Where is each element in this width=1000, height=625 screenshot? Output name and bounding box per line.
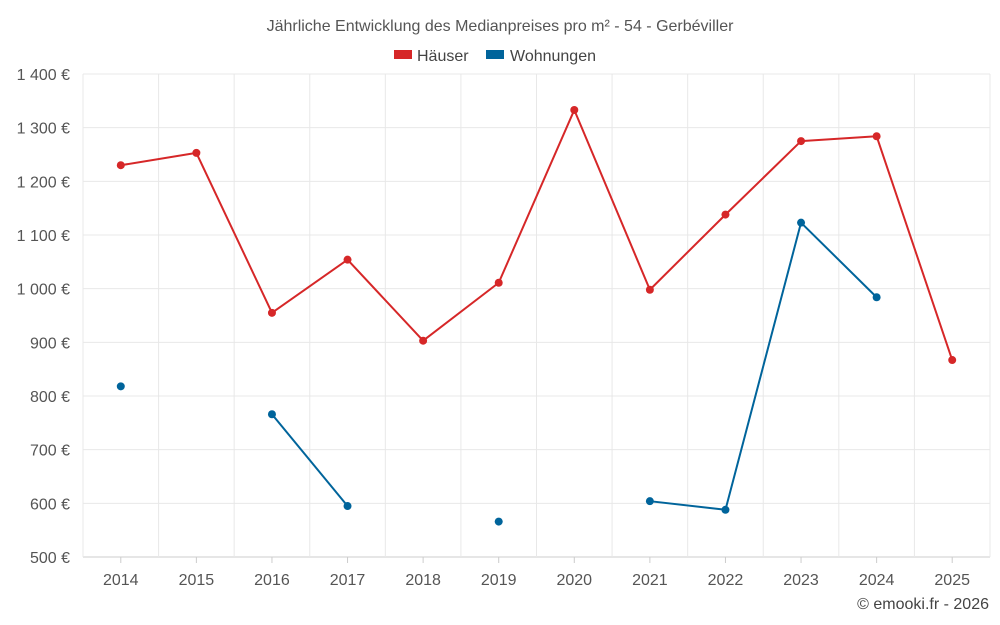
series-0 xyxy=(116,105,957,365)
x-axis: 2014 2015 2016 2017 2018 2019 2020 2021 2022 2023… xyxy=(103,557,970,589)
gridlines xyxy=(82,73,991,558)
data-point[interactable] xyxy=(494,517,503,526)
credit-text: © emooki.fr - 2026 xyxy=(857,596,989,613)
y-tick-label: 600 € xyxy=(30,496,70,513)
y-tick-label: 500 € xyxy=(30,550,70,567)
series-line xyxy=(120,108,954,361)
x-tick-label: 2016 xyxy=(254,572,290,589)
series-layer xyxy=(116,105,957,526)
y-tick-label: 1 000 € xyxy=(17,282,70,299)
x-tick-label: 2014 xyxy=(103,572,139,589)
y-tick-label: 800 € xyxy=(30,389,70,406)
data-point[interactable] xyxy=(267,308,276,317)
x-tick-label: 2021 xyxy=(632,572,668,589)
data-point[interactable] xyxy=(948,356,957,365)
x-tick-label: 2017 xyxy=(330,572,366,589)
x-tick-label: 2015 xyxy=(179,572,215,589)
chart-title: Jährliche Entwicklung des Medianpreises … xyxy=(267,18,735,35)
legend-label-houses: Häuser xyxy=(417,48,469,65)
data-point[interactable] xyxy=(192,148,201,157)
data-point[interactable] xyxy=(116,382,125,391)
data-point[interactable] xyxy=(494,278,503,287)
x-tick-label: 2024 xyxy=(859,572,895,589)
y-tick-label: 700 € xyxy=(30,443,70,460)
series-line xyxy=(271,413,349,507)
x-tick-label: 2018 xyxy=(405,572,441,589)
data-point[interactable] xyxy=(645,497,654,506)
y-tick-label: 1 100 € xyxy=(17,228,70,245)
data-point[interactable] xyxy=(721,210,730,219)
x-tick-label: 2019 xyxy=(481,572,517,589)
legend-swatch-houses xyxy=(394,50,412,59)
data-point[interactable] xyxy=(797,218,806,227)
data-point[interactable] xyxy=(872,132,881,141)
x-tick-label: 2023 xyxy=(783,572,819,589)
y-axis: 500 € 600 € 700 € 800 € 900 € 1 000 € 1 100 € 1… xyxy=(17,67,70,567)
data-point[interactable] xyxy=(267,410,276,419)
data-point[interactable] xyxy=(570,105,579,114)
series-1 xyxy=(116,218,881,526)
data-point[interactable] xyxy=(645,285,654,294)
data-point[interactable] xyxy=(872,293,881,302)
y-tick-label: 1 200 € xyxy=(17,174,70,191)
data-point[interactable] xyxy=(721,505,730,514)
legend: Häuser Wohnungen xyxy=(394,48,596,65)
legend-item-houses[interactable]: Häuser xyxy=(394,48,469,65)
data-point[interactable] xyxy=(343,502,352,511)
y-tick-label: 1 400 € xyxy=(17,67,70,84)
legend-label-apartments: Wohnungen xyxy=(510,48,596,65)
data-point[interactable] xyxy=(419,336,428,345)
data-point[interactable] xyxy=(116,161,125,170)
y-tick-label: 900 € xyxy=(30,335,70,352)
legend-item-apartments[interactable]: Wohnungen xyxy=(486,48,596,65)
x-tick-label: 2022 xyxy=(708,572,744,589)
data-point[interactable] xyxy=(343,255,352,264)
x-tick-label: 2025 xyxy=(934,572,970,589)
x-tick-label: 2020 xyxy=(556,572,592,589)
y-tick-label: 1 300 € xyxy=(17,121,70,138)
series-line xyxy=(649,221,878,511)
data-point[interactable] xyxy=(797,137,806,146)
legend-swatch-apartments xyxy=(486,50,504,59)
